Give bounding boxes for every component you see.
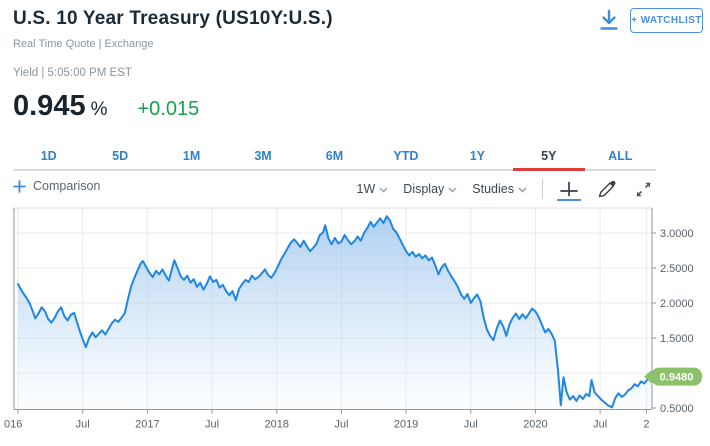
yield-change: +0.015 (137, 98, 200, 120)
tab-ytd[interactable]: YTD (393, 149, 419, 163)
page-title: U.S. 10 Year Treasury (US10Y:U.S.) (13, 8, 333, 29)
x-axis-label: 2 (643, 419, 649, 431)
y-axis-label: 0.5000 (660, 403, 694, 415)
quote-source-label: Real Time Quote | Exchange (13, 38, 154, 50)
x-axis-label: Jul (205, 419, 219, 431)
tab-3m[interactable]: 3M (254, 149, 272, 163)
download-button[interactable] (596, 8, 622, 34)
x-axis-label: Jul (76, 419, 90, 431)
x-axis-label: 2017 (135, 419, 159, 431)
x-axis-label: 2019 (394, 419, 418, 431)
crosshair-icon (560, 181, 578, 197)
chart-tools: 1W Display Studies (357, 177, 654, 201)
y-axis-label: 2.5000 (660, 263, 694, 275)
comparison-label: Comparison (33, 179, 101, 193)
quote-meta: Yield | 5:05:00 PM EST (13, 67, 132, 79)
chevron-down-icon (448, 187, 457, 193)
yield-line (17, 215, 653, 409)
x-axis-label: 016 (4, 419, 22, 431)
last-price-badge (651, 367, 702, 386)
download-icon (600, 9, 618, 30)
x-axis-label: Jul (593, 419, 607, 431)
y-axis-label: 1.5000 (660, 333, 694, 345)
chart-toolbar: Comparison 1W Display Studies (0, 176, 710, 202)
yield-unit: % (90, 99, 108, 120)
studies-dropdown[interactable]: Studies (472, 182, 527, 196)
y-axis-label: 2.0000 (660, 298, 694, 310)
tab-1d[interactable]: 1D (40, 149, 57, 163)
fullscreen-button[interactable] (632, 177, 654, 201)
tab-1m[interactable]: 1M (182, 149, 201, 163)
display-value: Display (403, 182, 445, 196)
x-axis-label: Jul (334, 419, 348, 431)
display-dropdown[interactable]: Display (403, 182, 457, 196)
tab-1y[interactable]: 1Y (469, 149, 485, 163)
tab-5y[interactable]: 5Y (513, 146, 585, 171)
last-price-badge-arrow (644, 369, 652, 384)
x-axis-label: 2020 (523, 419, 547, 431)
studies-value: Studies (472, 182, 514, 196)
tab-all[interactable]: ALL (608, 149, 633, 163)
yield-value: 0.945 (13, 90, 86, 122)
price-row: 0.945 % +0.015 (13, 90, 199, 123)
tab-6m[interactable]: 6M (325, 149, 344, 163)
last-price-label: 0.9480 (660, 372, 694, 384)
chevron-down-icon (379, 187, 388, 193)
yield-area (18, 216, 652, 410)
time-range-tabs: 1D 5D 1M 3M 6M YTD 1Y 5Y ALL (13, 146, 656, 171)
pencil-icon (598, 180, 615, 198)
tab-5d[interactable]: 5D (112, 149, 129, 163)
x-axis-label: Jul (464, 419, 478, 431)
chevron-down-icon (518, 187, 527, 193)
draw-tool-button[interactable] (595, 177, 617, 201)
y-axis-label: 3.0000 (660, 228, 694, 240)
plus-icon (13, 179, 26, 193)
add-to-watchlist-button[interactable]: + WATCHLIST (630, 8, 703, 33)
crosshair-tool-button[interactable] (557, 177, 581, 201)
toolbar-divider (542, 179, 543, 199)
interval-value: 1W (356, 182, 376, 196)
expand-icon (635, 181, 651, 197)
add-comparison-button[interactable]: Comparison (13, 179, 100, 193)
x-axis-label: 2018 (264, 419, 288, 431)
interval-dropdown[interactable]: 1W (357, 182, 389, 196)
